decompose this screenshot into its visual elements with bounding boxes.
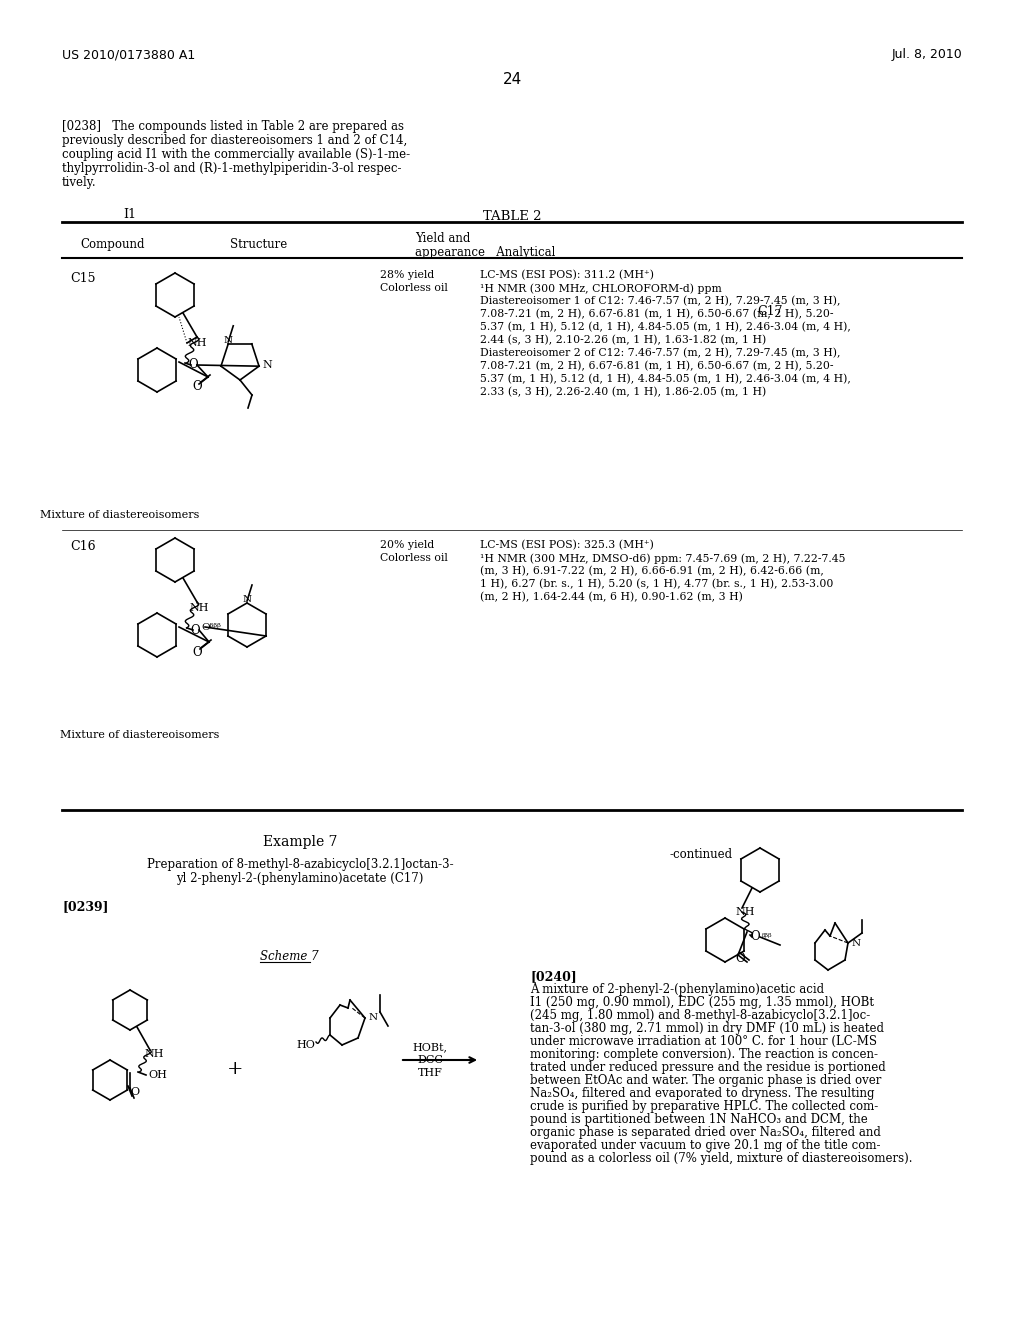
Text: N: N (243, 595, 252, 605)
Text: 28% yield: 28% yield (380, 271, 434, 280)
Text: 7.08-7.21 (m, 2 H), 6.67-6.81 (m, 1 H), 6.50-6.67 (m, 2 H), 5.20-: 7.08-7.21 (m, 2 H), 6.67-6.81 (m, 1 H), … (480, 309, 834, 319)
Text: O: O (193, 645, 202, 659)
Text: I1: I1 (124, 209, 136, 220)
Text: THF: THF (418, 1068, 442, 1078)
Text: previously described for diastereoisomers 1 and 2 of C14,: previously described for diastereoisomer… (62, 135, 408, 147)
Text: Yield and: Yield and (415, 232, 470, 246)
Text: LC-MS (ESI POS): 311.2 (MH⁺): LC-MS (ESI POS): 311.2 (MH⁺) (480, 271, 654, 280)
Text: TABLE 2: TABLE 2 (482, 210, 542, 223)
Text: Mixture of diastereoisomers: Mixture of diastereoisomers (60, 730, 220, 741)
Text: (245 mg, 1.80 mmol) and 8-methyl-8-azabicyclo[3.2.1]oc-: (245 mg, 1.80 mmol) and 8-methyl-8-azabi… (530, 1008, 870, 1022)
Text: [0238]   The compounds listed in Table 2 are prepared as: [0238] The compounds listed in Table 2 a… (62, 120, 404, 133)
Text: Oᵝᵝᵝ: Oᵝᵝᵝ (201, 623, 221, 632)
Text: (m, 3 H), 6.91-7.22 (m, 2 H), 6.66-6.91 (m, 2 H), 6.42-6.66 (m,: (m, 3 H), 6.91-7.22 (m, 2 H), 6.66-6.91 … (480, 566, 824, 577)
Text: [0240]: [0240] (530, 970, 577, 983)
Text: ¹H NMR (300 MHz, CHLOROFORM-d) ppm: ¹H NMR (300 MHz, CHLOROFORM-d) ppm (480, 282, 722, 293)
Text: 24: 24 (503, 73, 521, 87)
Text: (m, 2 H), 1.64-2.44 (m, 6 H), 0.90-1.62 (m, 3 H): (m, 2 H), 1.64-2.44 (m, 6 H), 0.90-1.62 … (480, 591, 742, 602)
Text: [0239]: [0239] (62, 900, 109, 913)
Text: DCC: DCC (417, 1055, 443, 1065)
Text: tively.: tively. (62, 176, 96, 189)
Text: C15: C15 (70, 272, 95, 285)
Text: +: + (226, 1060, 244, 1078)
Text: pound as a colorless oil (7% yield, mixture of diastereoisomers).: pound as a colorless oil (7% yield, mixt… (530, 1152, 912, 1166)
Text: organic phase is separated dried over Na₂SO₄, filtered and: organic phase is separated dried over Na… (530, 1126, 881, 1139)
Text: 5.37 (m, 1 H), 5.12 (d, 1 H), 4.84-5.05 (m, 1 H), 2.46-3.04 (m, 4 H),: 5.37 (m, 1 H), 5.12 (d, 1 H), 4.84-5.05 … (480, 322, 851, 333)
Text: NH: NH (189, 603, 209, 612)
Text: crude is purified by preparative HPLC. The collected com-: crude is purified by preparative HPLC. T… (530, 1100, 879, 1113)
Text: I1 (250 mg, 0.90 mmol), EDC (255 mg, 1.35 mmol), HOBt: I1 (250 mg, 0.90 mmol), EDC (255 mg, 1.3… (530, 997, 874, 1008)
Text: 7.08-7.21 (m, 2 H), 6.67-6.81 (m, 1 H), 6.50-6.67 (m, 2 H), 5.20-: 7.08-7.21 (m, 2 H), 6.67-6.81 (m, 1 H), … (480, 360, 834, 371)
Text: N: N (223, 335, 232, 345)
Text: O: O (190, 623, 200, 636)
Text: 2.44 (s, 3 H), 2.10-2.26 (m, 1 H), 1.63-1.82 (m, 1 H): 2.44 (s, 3 H), 2.10-2.26 (m, 1 H), 1.63-… (480, 335, 766, 346)
Text: NH: NH (187, 338, 207, 348)
Text: US 2010/0173880 A1: US 2010/0173880 A1 (62, 48, 196, 61)
Text: N: N (852, 939, 861, 948)
Text: Colorless oil: Colorless oil (380, 282, 447, 293)
Text: Diastereoisomer 2 of C12: 7.46-7.57 (m, 2 H), 7.29-7.45 (m, 3 H),: Diastereoisomer 2 of C12: 7.46-7.57 (m, … (480, 348, 841, 358)
Text: OH: OH (148, 1071, 167, 1080)
Text: Structure: Structure (230, 238, 288, 251)
Text: ᵝᵝᵝ: ᵝᵝᵝ (762, 933, 772, 942)
Text: C16: C16 (70, 540, 95, 553)
Text: N: N (369, 1014, 378, 1023)
Text: O: O (751, 931, 760, 944)
Text: HO: HO (296, 1040, 315, 1049)
Text: O: O (188, 359, 198, 371)
Text: 1 H), 6.27 (br. s., 1 H), 5.20 (s, 1 H), 4.77 (br. s., 1 H), 2.53-3.00: 1 H), 6.27 (br. s., 1 H), 5.20 (s, 1 H),… (480, 579, 834, 589)
Text: trated under reduced pressure and the residue is portioned: trated under reduced pressure and the re… (530, 1061, 886, 1074)
Text: Compound: Compound (80, 238, 144, 251)
Text: yl 2-phenyl-2-(phenylamino)acetate (C17): yl 2-phenyl-2-(phenylamino)acetate (C17) (176, 873, 424, 884)
Text: -continued: -continued (670, 847, 733, 861)
Text: Na₂SO₄, filtered and evaporated to dryness. The resulting: Na₂SO₄, filtered and evaporated to dryne… (530, 1086, 874, 1100)
Text: NH: NH (144, 1049, 164, 1059)
Text: C17: C17 (758, 305, 782, 318)
Text: Mixture of diastereoisomers: Mixture of diastereoisomers (40, 510, 200, 520)
Text: O: O (193, 380, 202, 393)
Text: Jul. 8, 2010: Jul. 8, 2010 (891, 48, 962, 61)
Text: Colorless oil: Colorless oil (380, 553, 447, 564)
Text: evaporated under vacuum to give 20.1 mg of the title com-: evaporated under vacuum to give 20.1 mg … (530, 1139, 881, 1152)
Text: Scheme 7: Scheme 7 (260, 950, 318, 964)
Text: 5.37 (m, 1 H), 5.12 (d, 1 H), 4.84-5.05 (m, 1 H), 2.46-3.04 (m, 4 H),: 5.37 (m, 1 H), 5.12 (d, 1 H), 4.84-5.05 … (480, 374, 851, 384)
Text: N: N (262, 360, 271, 370)
Text: Diastereoisomer 1 of C12: 7.46-7.57 (m, 2 H), 7.29-7.45 (m, 3 H),: Diastereoisomer 1 of C12: 7.46-7.57 (m, … (480, 296, 841, 306)
Text: tan-3-ol (380 mg, 2.71 mmol) in dry DMF (10 mL) is heated: tan-3-ol (380 mg, 2.71 mmol) in dry DMF … (530, 1022, 884, 1035)
Text: between EtOAc and water. The organic phase is dried over: between EtOAc and water. The organic pha… (530, 1074, 882, 1086)
Text: Preparation of 8-methyl-8-azabicyclo[3.2.1]octan-3-: Preparation of 8-methyl-8-azabicyclo[3.2… (146, 858, 454, 871)
Text: thylpyrrolidin-3-ol and (R)-1-methylpiperidin-3-ol respec-: thylpyrrolidin-3-ol and (R)-1-methylpipe… (62, 162, 401, 176)
Text: A mixture of 2-phenyl-2-(phenylamino)acetic acid: A mixture of 2-phenyl-2-(phenylamino)ace… (530, 983, 824, 997)
Text: 20% yield: 20% yield (380, 540, 434, 550)
Text: ¹H NMR (300 MHz, DMSO-d6) ppm: 7.45-7.69 (m, 2 H), 7.22-7.45: ¹H NMR (300 MHz, DMSO-d6) ppm: 7.45-7.69… (480, 553, 846, 564)
Text: 2.33 (s, 3 H), 2.26-2.40 (m, 1 H), 1.86-2.05 (m, 1 H): 2.33 (s, 3 H), 2.26-2.40 (m, 1 H), 1.86-… (480, 387, 766, 397)
Text: pound is partitioned between 1N NaHCO₃ and DCM, the: pound is partitioned between 1N NaHCO₃ a… (530, 1113, 867, 1126)
Text: HOBt,: HOBt, (413, 1041, 447, 1052)
Text: Example 7: Example 7 (263, 836, 337, 849)
Text: coupling acid I1 with the commercially available (S)-1-me-: coupling acid I1 with the commercially a… (62, 148, 411, 161)
Text: O: O (735, 952, 744, 965)
Text: NH: NH (735, 907, 755, 917)
Text: LC-MS (ESI POS): 325.3 (MH⁺): LC-MS (ESI POS): 325.3 (MH⁺) (480, 540, 654, 550)
Text: O: O (130, 1086, 139, 1097)
Text: appearance   Analytical: appearance Analytical (415, 246, 555, 259)
Text: under microwave irradiation at 100° C. for 1 hour (LC-MS: under microwave irradiation at 100° C. f… (530, 1035, 877, 1048)
Text: monitoring: complete conversion). The reaction is concen-: monitoring: complete conversion). The re… (530, 1048, 878, 1061)
